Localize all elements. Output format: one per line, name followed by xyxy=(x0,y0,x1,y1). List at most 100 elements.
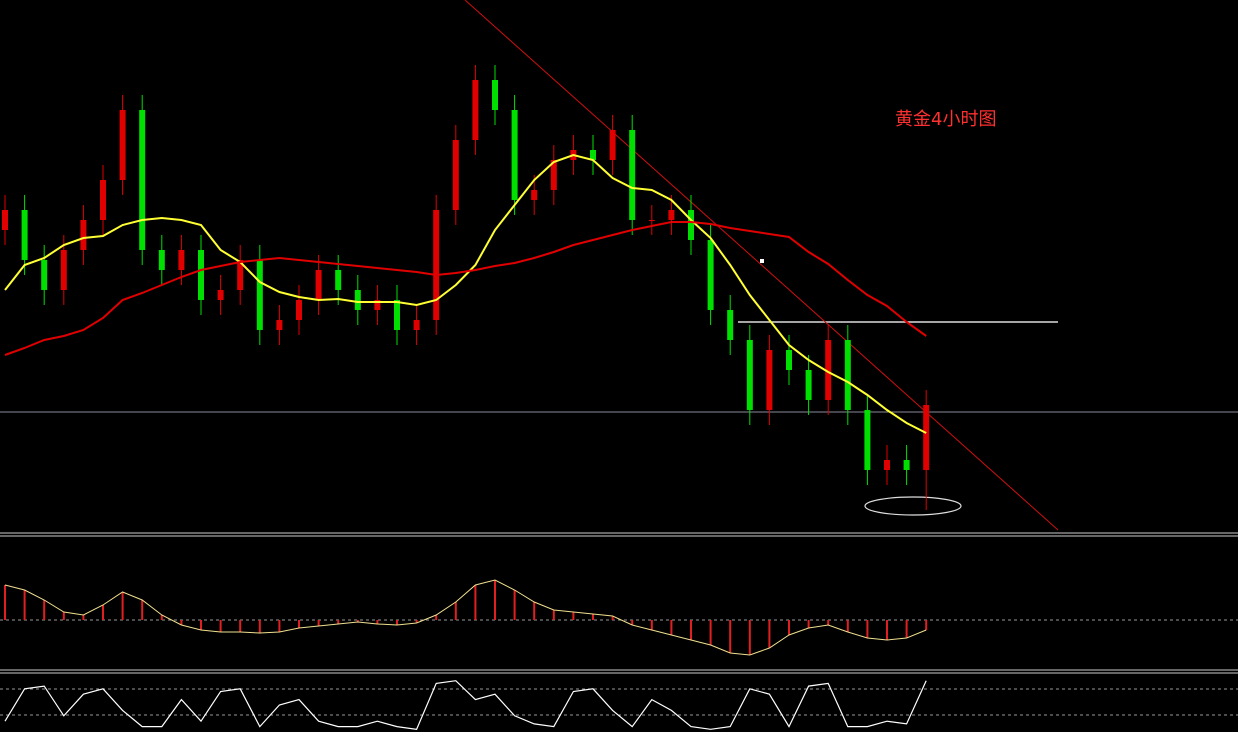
candle-body xyxy=(80,220,87,250)
candle-body xyxy=(2,210,8,230)
macd-bar xyxy=(278,620,281,632)
stoch-line xyxy=(4,680,927,730)
candle-body xyxy=(472,80,479,140)
macd-bar xyxy=(337,620,340,624)
macd-bar xyxy=(807,620,810,628)
macd-bar xyxy=(748,620,751,655)
macd-bar xyxy=(768,620,771,648)
candle-body xyxy=(41,260,48,290)
macd-bar xyxy=(396,620,398,625)
macd-bar xyxy=(23,590,26,620)
macd-bar xyxy=(62,612,65,620)
candle-body xyxy=(550,160,557,190)
candle-body xyxy=(139,110,146,250)
candle-body xyxy=(492,80,498,110)
macd-bar xyxy=(494,580,496,620)
candle-body xyxy=(609,130,616,160)
candle-body xyxy=(844,340,851,410)
macd-bar xyxy=(905,620,908,638)
candle-body xyxy=(296,300,302,320)
macd-bar xyxy=(435,615,438,620)
moving-average xyxy=(4,153,927,434)
macd-bar xyxy=(219,620,222,632)
marker xyxy=(760,259,764,263)
macd-bar xyxy=(611,616,614,620)
macd-bar xyxy=(690,620,692,640)
candle-body xyxy=(786,350,792,370)
candle-body xyxy=(688,210,694,240)
candle-body xyxy=(668,210,675,220)
candle-body xyxy=(158,250,165,270)
candle-body xyxy=(648,220,655,221)
moving-average xyxy=(4,221,927,356)
macd-bar xyxy=(729,620,732,653)
macd-bar xyxy=(925,620,928,630)
macd-bar xyxy=(102,605,104,620)
candle-body xyxy=(198,250,204,300)
candle-body xyxy=(60,250,67,290)
candle-body xyxy=(923,405,930,470)
candle-body xyxy=(805,370,812,400)
macd-bar xyxy=(239,620,242,632)
candle-body xyxy=(727,310,734,340)
candle-body xyxy=(413,320,420,330)
macd-line xyxy=(4,579,927,656)
candle-body xyxy=(374,300,381,310)
candle-body xyxy=(511,110,518,200)
macd-bar xyxy=(788,620,790,635)
macd-bar xyxy=(631,620,634,625)
macd-bar xyxy=(454,602,457,620)
macd-bar xyxy=(160,615,163,620)
macd-bar xyxy=(415,620,418,623)
candle-body xyxy=(531,190,538,200)
candle-body xyxy=(903,460,910,470)
macd-bar xyxy=(866,620,869,638)
macd-bar xyxy=(180,620,183,625)
candle-body xyxy=(354,290,361,310)
candle-body xyxy=(766,350,773,410)
candle-body xyxy=(315,270,322,300)
macd-bar xyxy=(552,610,555,620)
candle-body xyxy=(217,290,224,300)
macd-bar xyxy=(474,585,477,620)
macd-bar xyxy=(827,620,830,625)
macd-bar xyxy=(43,600,46,620)
candle-body xyxy=(707,240,714,310)
macd-bar xyxy=(376,620,379,624)
macd-bar xyxy=(592,614,594,620)
candle-body xyxy=(237,260,244,290)
macd-bar xyxy=(121,592,124,620)
candle-body xyxy=(864,410,871,470)
candle-body xyxy=(119,110,126,180)
candle-body xyxy=(452,140,459,210)
candle-body xyxy=(335,270,342,290)
macd-bar xyxy=(258,620,261,633)
candle-body xyxy=(21,210,28,260)
highlight-ellipse xyxy=(864,496,962,516)
macd-bar xyxy=(82,615,85,620)
candle-body xyxy=(100,180,106,220)
macd-bar xyxy=(513,590,516,620)
macd-bar xyxy=(141,600,144,620)
candle-body xyxy=(394,300,400,330)
candle-body xyxy=(825,340,832,400)
candle-body xyxy=(746,340,753,410)
macd-bar xyxy=(533,602,536,620)
macd-bar xyxy=(650,620,653,630)
chart-title: 黄金4小时图 xyxy=(895,109,996,130)
candle-body xyxy=(629,130,636,220)
macd-bar xyxy=(709,620,712,645)
candle-body xyxy=(590,150,596,160)
macd-bar xyxy=(317,620,320,626)
candle-body xyxy=(884,460,890,470)
candle-body xyxy=(256,260,263,330)
macd-bar xyxy=(846,620,849,632)
macd-bar xyxy=(886,620,888,640)
macd-bar xyxy=(4,585,6,620)
macd-bar xyxy=(572,612,575,620)
macd-bar xyxy=(670,620,673,635)
macd-bar xyxy=(298,620,300,628)
trend-line xyxy=(464,0,1059,531)
